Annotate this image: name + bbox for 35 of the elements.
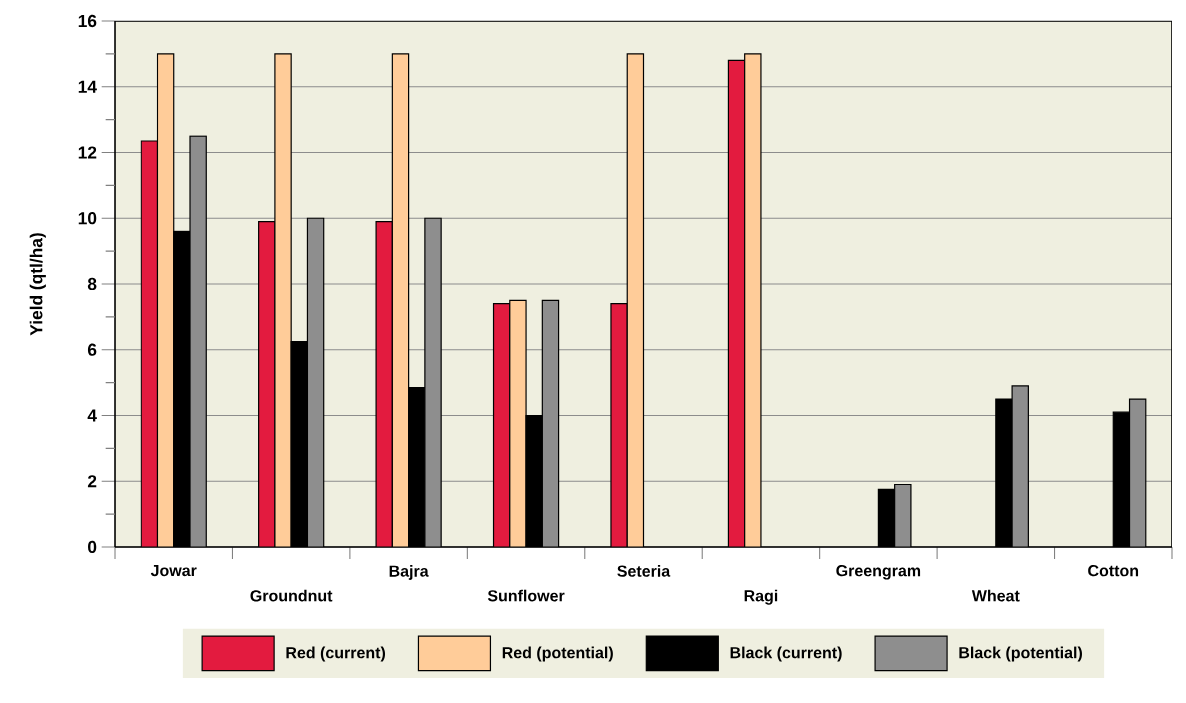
bar xyxy=(492,303,511,547)
x-tick-label: Ragi xyxy=(744,589,778,605)
bar xyxy=(274,53,292,547)
x-tick-label: Greengram xyxy=(836,565,921,580)
bar xyxy=(610,303,628,547)
bar xyxy=(156,53,175,547)
y-tick-label: 12 xyxy=(78,146,97,159)
x-tick-label: Cotton xyxy=(1088,565,1139,577)
legend-label: Black (current) xyxy=(730,646,842,662)
bar xyxy=(509,299,527,547)
bar xyxy=(391,53,410,547)
bar xyxy=(626,53,645,547)
x-tick-label: Wheat xyxy=(971,589,1020,602)
bar xyxy=(375,220,393,547)
bar xyxy=(140,140,159,547)
y-tick-label: 16 xyxy=(78,14,97,28)
x-tick-label: Jowar xyxy=(150,565,197,577)
x-tick-label: Seteria xyxy=(617,565,671,577)
bar xyxy=(727,59,746,547)
y-tick-label: 0 xyxy=(88,540,97,554)
x-tick-label: Bajra xyxy=(389,565,429,580)
y-tick-label: 14 xyxy=(78,80,97,93)
legend-label: Red (current) xyxy=(286,646,386,662)
legend-label: Black (potential) xyxy=(959,646,1082,662)
legend-label: Red (potential) xyxy=(502,646,613,662)
y-tick-label: 8 xyxy=(87,277,97,291)
bar xyxy=(258,220,276,547)
x-tick-label: Sunflower xyxy=(487,589,565,602)
y-tick-label: 10 xyxy=(78,212,97,225)
y-tick-label: 2 xyxy=(87,475,97,488)
y-tick-label: 6 xyxy=(87,343,97,356)
y-tick-label: 4 xyxy=(87,409,97,422)
y-axis-title: Yield (qtl/ha) xyxy=(29,233,46,336)
x-tick-label: Groundnut xyxy=(250,589,333,602)
bar xyxy=(744,53,762,547)
